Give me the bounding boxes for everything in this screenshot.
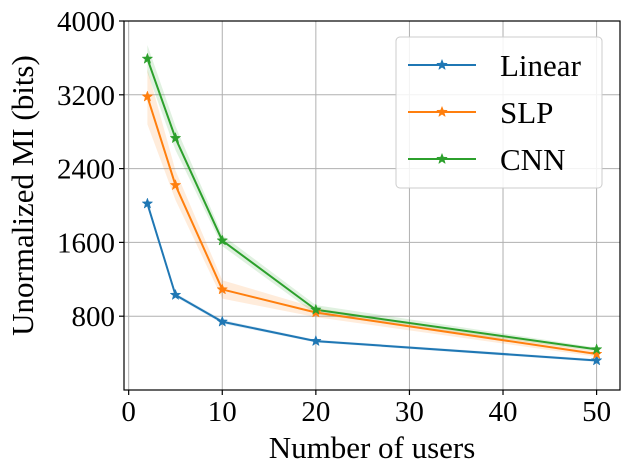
- linear-point: [590, 354, 603, 366]
- slp-point: [169, 178, 182, 191]
- cnn-point: [590, 343, 603, 355]
- y-axis-title: Unormalized MI (bits): [5, 55, 40, 336]
- legend-marker-linear: [436, 58, 448, 71]
- linear-point: [141, 197, 154, 209]
- x-tick-label: 30: [395, 396, 424, 428]
- linear-point: [169, 288, 182, 301]
- legend-marker-slp: [436, 105, 448, 118]
- slp-point: [590, 347, 603, 360]
- legend-marker-cnn: [436, 152, 448, 165]
- legend-label-linear: Linear: [500, 48, 582, 83]
- axis-ticks: 0 10 20 30 40 50 800 1600 2400 3200 4000: [57, 6, 611, 428]
- legend-label-cnn: CNN: [500, 142, 565, 177]
- x-tick-label: 20: [301, 396, 330, 428]
- legend-label-slp: SLP: [500, 95, 553, 130]
- x-tick-label: 0: [121, 396, 136, 428]
- y-tick-label: 2400: [57, 154, 115, 186]
- linear-point: [216, 315, 229, 327]
- x-tick-label: 50: [582, 396, 611, 428]
- y-tick-label: 4000: [57, 6, 115, 38]
- x-axis-title: Number of users: [269, 430, 476, 465]
- cnn-point: [141, 52, 154, 64]
- slp-point: [141, 90, 154, 102]
- cnn-point: [169, 131, 182, 144]
- cnn-point: [309, 303, 322, 315]
- x-tick-label: 10: [208, 396, 237, 428]
- legend-box: [395, 36, 603, 189]
- y-tick-label: 1600: [57, 227, 115, 259]
- x-tick-label: 40: [489, 396, 518, 428]
- plot-frame: [123, 20, 621, 391]
- y-tick-label: 3200: [57, 80, 115, 112]
- series-markers: [141, 52, 603, 366]
- slp-point: [216, 283, 229, 295]
- y-tick-label: 800: [72, 301, 116, 333]
- linear-point: [309, 334, 322, 347]
- cnn-point: [216, 234, 229, 246]
- legend: Linear SLP CNN: [395, 36, 603, 189]
